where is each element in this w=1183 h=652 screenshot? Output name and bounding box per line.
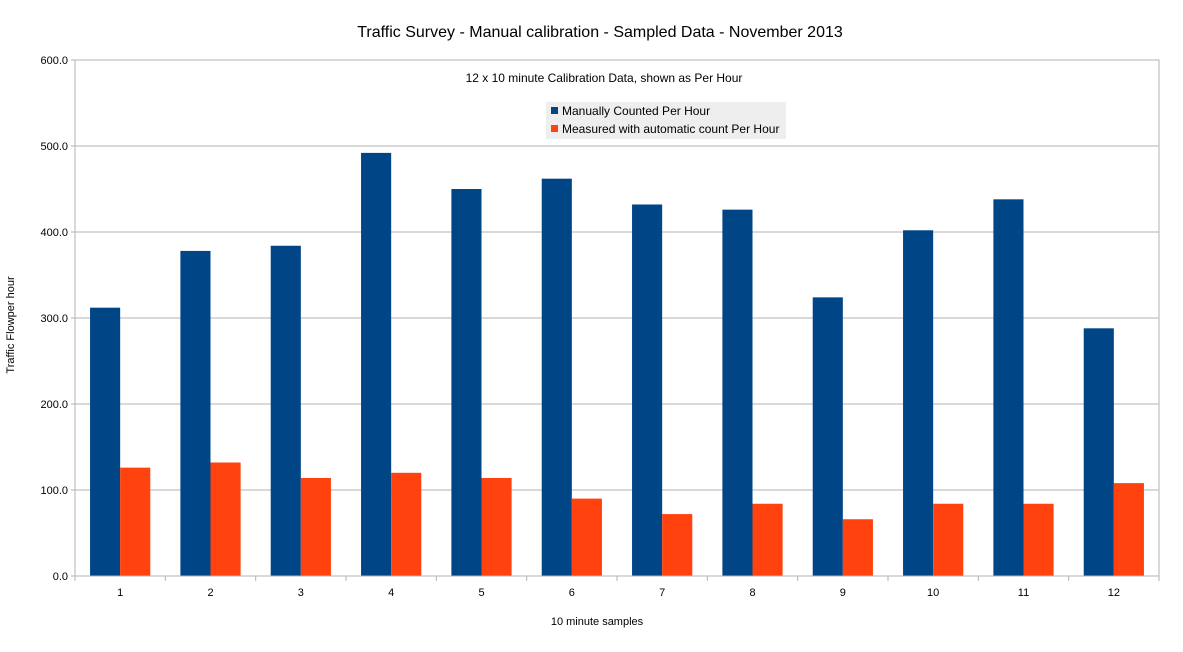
y-tick-label: 400.0: [40, 227, 68, 239]
x-tick-label: 3: [298, 587, 304, 599]
x-tick-labels: 1 2 3 4 5 6 7 8 9 10 11 12: [74, 576, 1160, 599]
x-tick-label: 5: [478, 587, 484, 599]
bar-automatic: [662, 514, 693, 576]
bar-automatic: [481, 477, 512, 576]
bar-manual: [812, 297, 843, 576]
bar-automatic: [1113, 483, 1144, 576]
legend-box: [546, 102, 786, 139]
bar-automatic: [752, 503, 783, 576]
legend-label-automatic: Measured with automatic count Per Hour: [562, 122, 779, 136]
x-tick-label: 8: [749, 587, 755, 599]
legend: Manually Counted Per Hour Measured with …: [546, 102, 786, 139]
x-tick-label: 2: [207, 587, 213, 599]
x-tick-label: 9: [840, 587, 846, 599]
bar-manual: [993, 199, 1024, 576]
bar-manual: [361, 152, 392, 576]
x-tick-label: 12: [1108, 587, 1120, 599]
y-tick-label: 300.0: [40, 313, 68, 325]
bar-automatic: [210, 462, 241, 576]
x-tick-label: 6: [569, 587, 575, 599]
bar-automatic: [300, 477, 331, 576]
bars: [90, 152, 1144, 577]
y-tick-label: 600.0: [40, 55, 68, 67]
x-tick-label: 11: [1018, 587, 1029, 599]
y-tick-label: 100.0: [40, 485, 68, 497]
bar-automatic: [1023, 503, 1054, 576]
x-tick-label: 7: [659, 587, 665, 599]
bar-automatic: [842, 519, 873, 576]
x-axis-title: 10 minute samples: [551, 616, 644, 628]
bar-manual: [90, 307, 121, 576]
bar-automatic: [391, 472, 422, 576]
legend-swatch-automatic: [551, 125, 558, 132]
x-tick-label: 10: [927, 587, 939, 599]
legend-label-manual: Manually Counted Per Hour: [562, 104, 710, 118]
x-tick-label: 1: [117, 587, 123, 599]
bar-manual: [722, 209, 753, 576]
y-tick-label: 500.0: [40, 141, 68, 153]
bar-automatic: [933, 503, 964, 576]
bar-automatic: [120, 467, 151, 576]
bar-manual: [1083, 328, 1114, 576]
chart-subtitle: 12 x 10 minute Calibration Data, shown a…: [466, 71, 743, 85]
chart-title: Traffic Survey - Manual calibration - Sa…: [357, 24, 843, 41]
bar-manual: [632, 204, 663, 577]
y-tick-labels: 0.0 100.0 200.0 300.0 400.0 500.0 600.0: [40, 55, 75, 583]
bar-manual: [180, 250, 211, 577]
y-axis-title: Traffic Flowper hour: [5, 276, 17, 374]
gridlines: [75, 145, 1159, 491]
bar-manual: [451, 189, 482, 576]
bar-manual: [903, 230, 934, 576]
y-tick-label: 0.0: [53, 571, 68, 583]
bar-manual: [541, 178, 572, 576]
y-tick-label: 200.0: [40, 399, 68, 411]
bar-automatic: [571, 498, 602, 576]
legend-swatch-manual: [551, 107, 558, 114]
x-tick-label: 4: [388, 587, 394, 599]
bar-manual: [270, 245, 301, 576]
